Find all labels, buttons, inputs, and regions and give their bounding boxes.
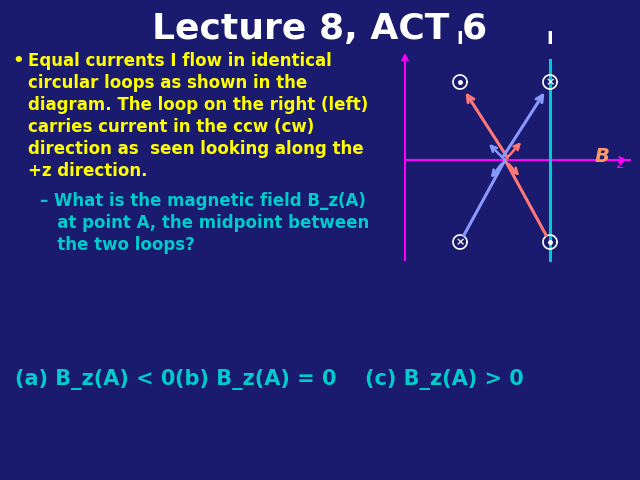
Text: carries current in the ccw (cw): carries current in the ccw (cw) [28,118,314,136]
Text: I: I [457,30,463,48]
Text: Equal currents I flow in identical: Equal currents I flow in identical [28,52,332,70]
Text: •: • [12,52,24,70]
Text: the two loops?: the two loops? [40,236,195,254]
Text: ×: × [545,77,555,87]
Text: (c) B_z(A) > 0: (c) B_z(A) > 0 [365,369,524,390]
Text: diagram. The loop on the right (left): diagram. The loop on the right (left) [28,96,368,114]
Text: I: I [547,30,554,48]
Text: B: B [595,147,610,167]
Text: circular loops as shown in the: circular loops as shown in the [28,74,307,92]
Text: ×: × [455,237,465,247]
Text: z: z [616,157,623,171]
Text: – What is the magnetic field B_z(A): – What is the magnetic field B_z(A) [40,192,366,210]
Text: direction as  seen looking along the: direction as seen looking along the [28,140,364,158]
Text: +z direction.: +z direction. [28,162,147,180]
Text: at point A, the midpoint between: at point A, the midpoint between [40,214,369,232]
Text: (a) B_z(A) < 0: (a) B_z(A) < 0 [15,369,175,390]
Text: (b) B_z(A) = 0: (b) B_z(A) = 0 [175,369,337,390]
Text: Lecture 8, ACT 6: Lecture 8, ACT 6 [152,12,488,46]
